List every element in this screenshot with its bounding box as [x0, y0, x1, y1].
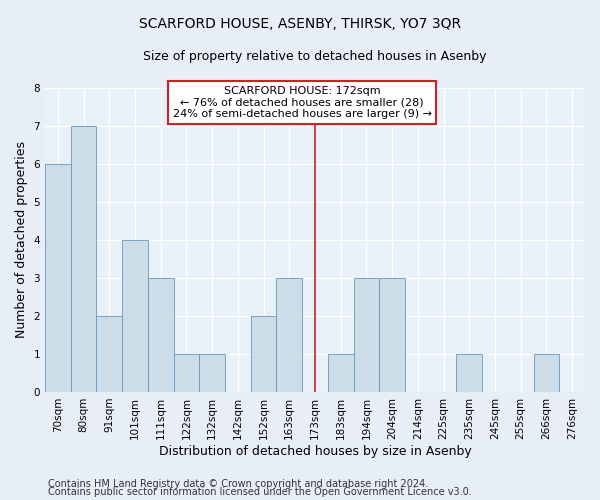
Text: Contains HM Land Registry data © Crown copyright and database right 2024.: Contains HM Land Registry data © Crown c… [48, 479, 428, 489]
Title: Size of property relative to detached houses in Asenby: Size of property relative to detached ho… [143, 50, 487, 63]
Bar [173, 354, 199, 392]
Text: SCARFORD HOUSE, ASENBY, THIRSK, YO7 3QR: SCARFORD HOUSE, ASENBY, THIRSK, YO7 3QR [139, 18, 461, 32]
Bar [148, 278, 173, 392]
Bar [199, 354, 225, 392]
Bar [251, 316, 277, 392]
Bar [71, 126, 97, 392]
Bar [533, 354, 559, 392]
Text: Contains public sector information licensed under the Open Government Licence v3: Contains public sector information licen… [48, 487, 472, 497]
Bar [328, 354, 353, 392]
X-axis label: Distribution of detached houses by size in Asenby: Distribution of detached houses by size … [158, 444, 472, 458]
Bar [97, 316, 122, 392]
Bar [277, 278, 302, 392]
Text: SCARFORD HOUSE: 172sqm
← 76% of detached houses are smaller (28)
24% of semi-det: SCARFORD HOUSE: 172sqm ← 76% of detached… [173, 86, 431, 119]
Bar [353, 278, 379, 392]
Y-axis label: Number of detached properties: Number of detached properties [15, 142, 28, 338]
Bar [457, 354, 482, 392]
Bar [45, 164, 71, 392]
Bar [379, 278, 405, 392]
Bar [122, 240, 148, 392]
